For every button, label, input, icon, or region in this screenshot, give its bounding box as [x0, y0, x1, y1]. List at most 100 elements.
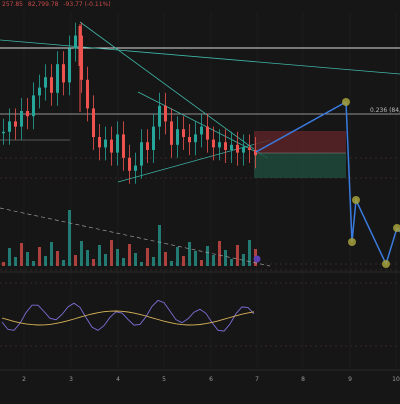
ohlc-right-value: -93.77 (-0.11%) — [63, 1, 111, 8]
volume-bar — [50, 242, 53, 266]
x-tick-label: 4 — [116, 376, 120, 383]
candle-body — [110, 139, 113, 153]
candle-body — [86, 79, 89, 109]
volume-bar — [20, 243, 23, 266]
volume-bar — [170, 261, 173, 266]
candle-body — [122, 134, 125, 158]
volume-bar — [188, 242, 191, 266]
volume-bar — [2, 262, 5, 266]
x-tick-label: 10 — [392, 376, 400, 383]
candle-body — [2, 131, 5, 134]
candle-body — [128, 157, 131, 171]
spike-candle-body — [78, 26, 82, 66]
volume-bar — [206, 246, 209, 266]
candle-body — [50, 77, 53, 93]
candle-body — [32, 95, 35, 117]
volume-bar — [164, 252, 167, 266]
volume-bar — [218, 241, 221, 266]
candle-body — [182, 129, 185, 137]
projection-pivot-2[interactable] — [352, 196, 360, 204]
candle-body — [98, 137, 101, 148]
candle-body — [116, 134, 119, 153]
fib-label: 0.236 (84,4 — [370, 107, 400, 114]
candle-body — [74, 35, 77, 49]
x-tick-label: 2 — [22, 376, 26, 383]
projection-pivot-4[interactable] — [393, 224, 400, 232]
candle-body — [38, 87, 41, 96]
candle-body — [188, 137, 191, 143]
volume-bar — [98, 245, 101, 266]
position-target-zone — [254, 153, 346, 178]
volume-bar — [236, 245, 239, 266]
volume-bar — [248, 240, 251, 266]
volume-bar — [68, 210, 71, 266]
candle-body — [248, 147, 251, 150]
volume-bar — [140, 262, 143, 266]
projection-pivot-3[interactable] — [382, 260, 390, 268]
candle-body — [176, 129, 179, 145]
volume-bar — [152, 257, 155, 266]
candle-body — [206, 126, 209, 140]
candle-body — [14, 121, 17, 127]
ohlc-readout: 257.85 82,799.78 -93.77 (-0.11%) — [2, 1, 114, 8]
candle-body — [20, 111, 23, 127]
volume-bar — [104, 254, 107, 266]
candle-body — [236, 144, 239, 153]
candle-body — [218, 142, 221, 148]
volume-bar — [110, 240, 113, 266]
candle-body — [62, 64, 65, 83]
volume-bar — [38, 247, 41, 266]
volume-bar — [128, 244, 131, 266]
x-tick-label: 7 — [255, 376, 259, 383]
candle-body — [152, 126, 155, 150]
volume-bar — [26, 252, 29, 266]
x-tick-label: 6 — [209, 376, 213, 383]
volume-bar — [44, 256, 47, 266]
rsi-ma-line — [1, 310, 255, 326]
volume-bar — [32, 261, 35, 266]
candle-body — [224, 142, 227, 150]
candle-body — [134, 165, 137, 171]
volume-bar — [134, 253, 137, 266]
volume-bar — [158, 225, 161, 266]
volume-bar — [182, 256, 185, 266]
volume-bar — [224, 250, 227, 266]
volume-bar — [14, 257, 17, 266]
candle-body — [230, 144, 233, 150]
projection-pivot-1[interactable] — [348, 238, 356, 246]
candle-body — [164, 105, 167, 122]
x-tick-label: 9 — [348, 376, 352, 383]
volume-bar — [200, 260, 203, 266]
candle-body — [68, 48, 71, 83]
volume-bar — [146, 248, 149, 266]
position-stop-zone — [254, 131, 346, 153]
volume-bar — [62, 260, 65, 266]
candle-body — [158, 105, 161, 127]
volume-marker[interactable] — [253, 255, 261, 263]
volume-bar — [8, 248, 11, 266]
candle-body — [104, 139, 107, 148]
candle-body — [212, 139, 215, 148]
volume-bar — [212, 255, 215, 266]
candle-body — [8, 121, 11, 132]
volume-bar — [74, 255, 77, 266]
candle-body — [200, 126, 203, 135]
candle-body — [170, 121, 173, 145]
candle-body — [56, 64, 59, 93]
projection-pivot-0[interactable] — [342, 98, 350, 106]
candle-body — [254, 150, 257, 156]
candle-body — [194, 134, 197, 143]
candle-body — [44, 77, 47, 88]
volume-bar — [194, 251, 197, 266]
volume-bar — [56, 251, 59, 266]
x-tick-label: 3 — [69, 376, 73, 383]
candle-body — [140, 142, 143, 166]
volume-bar — [230, 259, 233, 266]
candle-body — [146, 142, 149, 150]
volume-bar — [86, 250, 89, 266]
x-tick-label: 5 — [162, 376, 166, 383]
trendline-lower-wedge — [117, 139, 271, 183]
